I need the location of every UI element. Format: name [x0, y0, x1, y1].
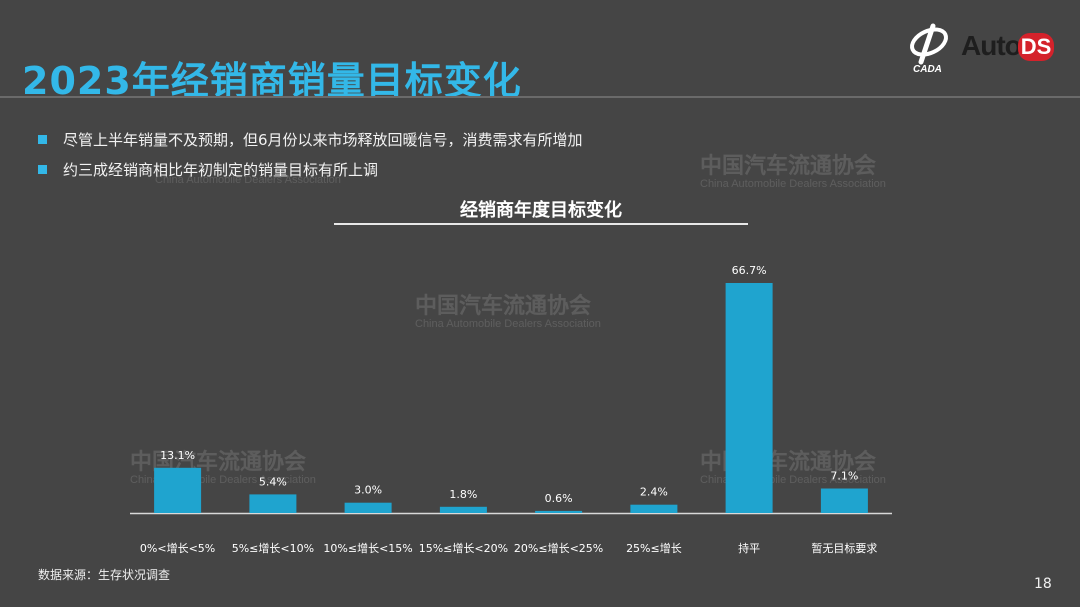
page-title: 2023年经销商销量目标变化: [22, 59, 522, 103]
chart-title-underline: [334, 223, 748, 225]
bar: [439, 506, 487, 513]
bullet-list: 尽管上半年销量不及预期，但6月份以来市场释放回暖信号，消费需求有所增加 约三成经…: [38, 124, 583, 184]
bar: [249, 494, 297, 513]
title-divider: [0, 96, 1080, 98]
category-tick-label: 20%≤增长<25%: [514, 541, 603, 555]
category-tick-label: 10%≤增长<15%: [323, 541, 412, 555]
data-label: 7.1%: [830, 470, 858, 483]
data-label: 0.6%: [545, 492, 573, 505]
category-tick-label: 15%≤增长<20%: [419, 541, 508, 555]
bullet-item: 尽管上半年销量不及预期，但6月份以来市场释放回暖信号，消费需求有所增加: [38, 124, 583, 154]
bullet-text: 约三成经销商相比年初制定的销量目标有所上调: [63, 160, 379, 179]
bullet-square-icon: [38, 164, 47, 174]
category-tick-label: 暂无目标要求: [811, 541, 877, 555]
autods-logo-text: Auto: [961, 30, 1022, 61]
bar: [725, 283, 773, 513]
bar: [344, 502, 392, 513]
bar: [630, 504, 678, 513]
category-tick-label: 持平: [738, 541, 760, 555]
bullet-item: 约三成经销商相比年初制定的销量目标有所上调: [38, 154, 583, 184]
bar: [820, 488, 868, 513]
data-label: 13.1%: [160, 449, 195, 462]
data-label: 66.7%: [732, 264, 767, 277]
category-tick-label: 25%≤增长: [626, 541, 682, 555]
bullet-square-icon: [38, 134, 47, 144]
logo-mark-text: CADA: [913, 64, 942, 74]
category-tick-label: 5%≤增长<10%: [232, 541, 314, 555]
data-label: 1.8%: [449, 488, 477, 501]
page-number: 18: [1034, 576, 1052, 592]
data-label: 5.4%: [259, 475, 287, 488]
bar: [535, 510, 583, 513]
data-source-note: 数据来源：生存状况调查: [38, 568, 171, 582]
autods-logo-badge: DS: [1018, 33, 1054, 61]
cada-logo-icon: CADA: [910, 23, 948, 74]
category-tick-label: 0%<增长<5%: [140, 541, 215, 555]
data-label: 2.4%: [640, 486, 668, 499]
bar: [154, 467, 202, 513]
chart-title: 经销商年度目标变化: [460, 200, 622, 221]
bullet-text: 尽管上半年销量不及预期，但6月份以来市场释放回暖信号，消费需求有所增加: [63, 130, 583, 149]
data-label: 3.0%: [354, 484, 382, 497]
